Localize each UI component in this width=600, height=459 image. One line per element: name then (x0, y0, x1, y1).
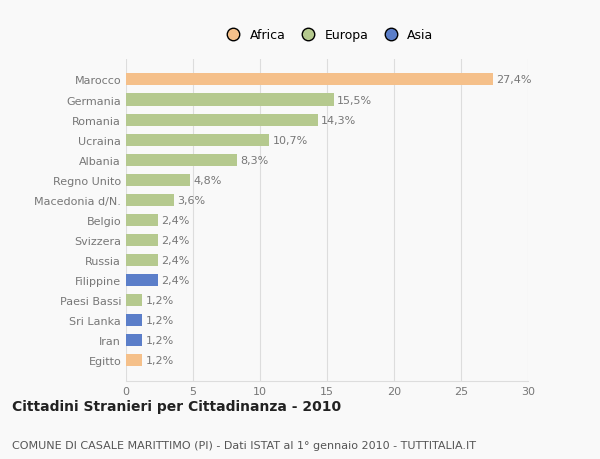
Text: 2,4%: 2,4% (161, 275, 190, 285)
Bar (126, 254, 158, 266)
Text: 2,4%: 2,4% (161, 235, 190, 245)
Bar (126, 274, 158, 286)
Text: 2,4%: 2,4% (161, 215, 190, 225)
Text: 14,3%: 14,3% (321, 115, 356, 125)
Text: 15,5%: 15,5% (337, 95, 372, 105)
Bar (126, 94, 334, 106)
Text: 27,4%: 27,4% (497, 75, 532, 85)
Bar (126, 194, 174, 206)
Bar (126, 134, 269, 146)
Bar (126, 334, 142, 347)
Bar (126, 235, 158, 246)
Text: COMUNE DI CASALE MARITTIMO (PI) - Dati ISTAT al 1° gennaio 2010 - TUTTITALIA.IT: COMUNE DI CASALE MARITTIMO (PI) - Dati I… (12, 440, 476, 450)
Bar (126, 214, 158, 226)
Bar (126, 174, 190, 186)
Text: 1,2%: 1,2% (145, 315, 173, 325)
Text: 1,2%: 1,2% (145, 336, 173, 345)
Bar (126, 154, 237, 166)
Text: 10,7%: 10,7% (273, 135, 308, 146)
Text: Cittadini Stranieri per Cittadinanza - 2010: Cittadini Stranieri per Cittadinanza - 2… (12, 399, 341, 413)
Legend: Africa, Europa, Asia: Africa, Europa, Asia (216, 24, 438, 47)
Bar (126, 314, 142, 326)
Text: 4,8%: 4,8% (194, 175, 222, 185)
Text: 1,2%: 1,2% (145, 295, 173, 305)
Bar (126, 114, 317, 126)
Text: 8,3%: 8,3% (241, 155, 269, 165)
Bar (126, 74, 493, 86)
Text: 2,4%: 2,4% (161, 255, 190, 265)
Text: 3,6%: 3,6% (178, 196, 206, 205)
Text: 1,2%: 1,2% (145, 355, 173, 365)
Bar (126, 354, 142, 366)
Bar (126, 294, 142, 306)
